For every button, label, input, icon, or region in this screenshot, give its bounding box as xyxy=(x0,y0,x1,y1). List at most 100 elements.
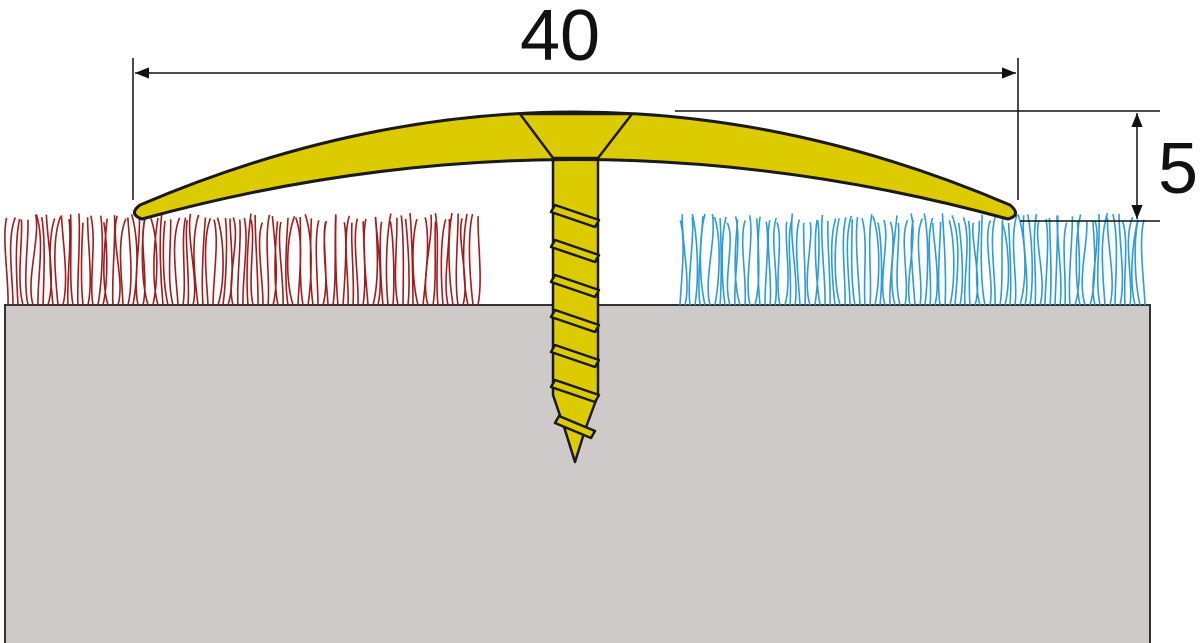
right-carpet xyxy=(679,212,1146,306)
carpet-fibre xyxy=(764,221,769,306)
carpet-fibre xyxy=(948,220,955,306)
carpet-fibre xyxy=(97,215,104,306)
carpet-fibre xyxy=(967,220,971,306)
carpet-fibre xyxy=(258,222,264,306)
carpet-fibre xyxy=(412,218,419,306)
carpet-fibre xyxy=(236,219,242,306)
carpet-fibre xyxy=(389,221,395,306)
carpet-fibre xyxy=(788,220,793,306)
carpet-fibre xyxy=(896,222,901,306)
carpet-fibre xyxy=(49,218,56,306)
carpet-fibre xyxy=(890,215,898,306)
carpet-fibre xyxy=(855,216,861,306)
screw-thread xyxy=(549,273,601,299)
carpet-fibre xyxy=(135,213,141,306)
carpet-fibre xyxy=(250,219,254,306)
carpet-fibre xyxy=(334,215,339,306)
carpet-fibre xyxy=(19,219,24,306)
carpet-fibre xyxy=(141,214,149,306)
carpet-fibre xyxy=(846,215,853,306)
carpet-fibre xyxy=(455,213,459,306)
carpet-fibre xyxy=(923,213,929,306)
carpet-fibre xyxy=(278,221,284,306)
height-dimension xyxy=(675,110,1160,222)
carpet-fibre xyxy=(162,220,169,306)
carpet-fibre xyxy=(400,215,405,306)
carpet-fibre xyxy=(323,220,329,306)
carpet-fibre xyxy=(734,219,741,306)
carpet-fibre xyxy=(741,220,747,306)
carpet-fibre xyxy=(448,212,454,306)
carpet-fibre xyxy=(424,214,433,306)
carpet-fibre xyxy=(688,217,694,306)
carpet-fibre xyxy=(872,216,880,306)
carpet-fibre xyxy=(980,214,986,306)
carpet-fibre xyxy=(806,222,812,306)
carpet-fibre xyxy=(86,217,92,306)
carpet-fibre xyxy=(972,222,979,306)
left-carpet xyxy=(4,212,481,306)
carpet-fibre xyxy=(40,217,45,306)
carpet-fibre xyxy=(1112,213,1118,306)
carpet-fibre xyxy=(757,216,761,306)
screw-head xyxy=(517,112,635,160)
carpet-fibre xyxy=(1063,222,1068,306)
width-dimension xyxy=(132,58,1019,200)
carpet-fibre xyxy=(69,214,74,306)
carpet-fibre xyxy=(60,215,67,306)
carpet-fibre xyxy=(1106,217,1113,306)
carpet-fibre xyxy=(230,217,237,306)
carpet-fibre xyxy=(1092,220,1098,306)
carpet-fibre xyxy=(1027,214,1034,306)
carpet-fibre xyxy=(877,222,883,306)
carpet-fibre xyxy=(363,218,369,306)
carpet-fibre xyxy=(271,215,278,306)
carpet-fibre xyxy=(1081,220,1088,306)
carpet-fibre xyxy=(719,218,722,306)
carpet-fibre xyxy=(1101,212,1109,306)
carpet-fibre xyxy=(962,217,968,306)
screw-thread xyxy=(549,343,601,369)
carpet-fibre xyxy=(385,213,392,306)
carpet-fibre xyxy=(842,217,847,306)
carpet-fibre xyxy=(1118,213,1124,306)
carpet-fibre xyxy=(254,214,259,306)
carpet-fibre xyxy=(881,219,887,306)
t-profile xyxy=(133,110,1017,221)
carpet-fibre xyxy=(114,215,121,306)
carpet-fibre xyxy=(1036,220,1043,306)
carpet-fibre xyxy=(159,213,164,306)
carpet-fibre xyxy=(1022,215,1028,306)
carpet-fibre xyxy=(986,220,992,306)
carpet-fibre xyxy=(119,218,127,306)
carpet-fibre xyxy=(309,218,314,306)
carpet-fibre xyxy=(932,222,939,306)
carpet-fibre xyxy=(868,214,873,306)
carpet-fibre xyxy=(374,217,382,306)
screw-thread xyxy=(549,203,601,229)
carpet-fibre xyxy=(951,215,959,306)
carpet-fibre xyxy=(15,218,21,306)
carpet-fibre xyxy=(404,218,410,306)
carpet-fibre xyxy=(772,217,778,306)
carpet-fibre xyxy=(957,222,964,306)
carpet-fibre xyxy=(153,217,159,306)
carpet-fibre xyxy=(1121,221,1127,306)
carpet-fibre xyxy=(222,217,228,306)
carpet-fibre xyxy=(1068,216,1074,306)
carpet-fibre xyxy=(991,216,996,306)
carpet-fibre xyxy=(201,217,207,306)
carpet-fibre xyxy=(242,217,247,306)
carpet-fibre xyxy=(790,213,797,306)
carpet-fibre xyxy=(173,217,181,306)
carpet-fibre xyxy=(681,214,688,306)
carpet-fibre xyxy=(227,218,233,306)
carpet-fibre xyxy=(246,213,252,306)
carpet-fibre xyxy=(9,217,17,306)
carpet-fibre xyxy=(1127,216,1134,306)
carpet-fibre xyxy=(286,216,296,306)
carpet-fibre xyxy=(928,217,934,306)
carpet-fibre xyxy=(342,222,347,306)
carpet-fibre xyxy=(691,213,699,306)
carpet-fibre xyxy=(1012,214,1018,306)
